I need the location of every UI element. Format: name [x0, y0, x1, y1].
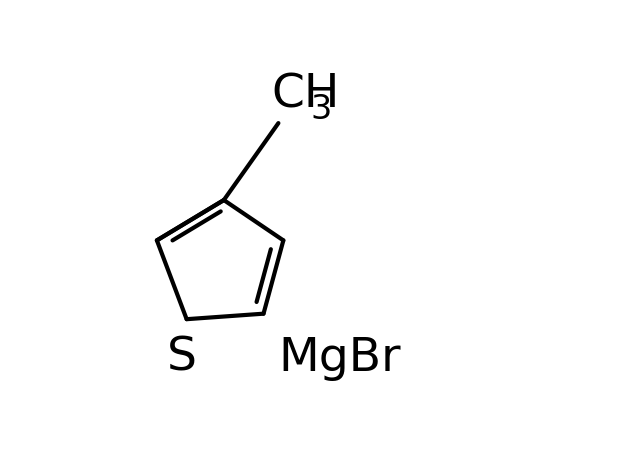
Text: S: S — [166, 336, 196, 381]
Text: 3: 3 — [310, 93, 332, 126]
Text: CH: CH — [271, 73, 339, 118]
Text: MgBr: MgBr — [278, 336, 401, 381]
